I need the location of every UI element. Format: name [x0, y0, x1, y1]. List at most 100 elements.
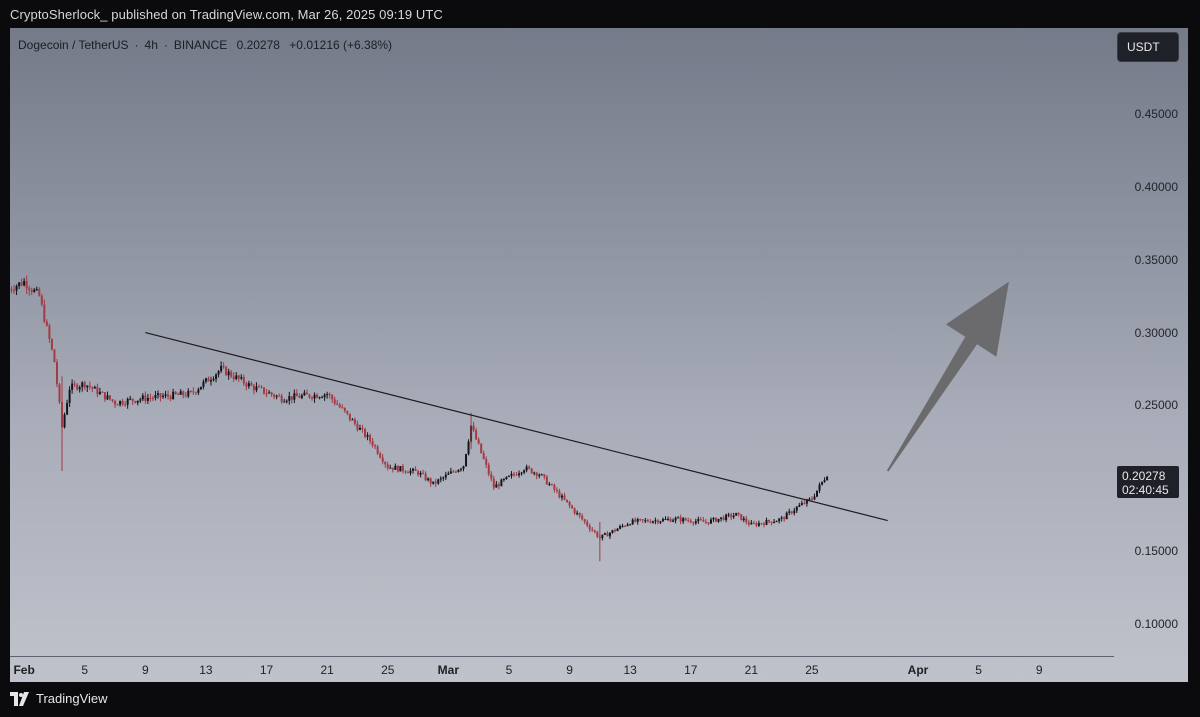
candle-body [300, 395, 303, 398]
tradingview-brand: TradingView [36, 691, 108, 706]
candle-body [298, 396, 301, 398]
candle-body [588, 525, 591, 530]
candle-body [222, 365, 225, 367]
candle-body [520, 472, 523, 474]
candle-body [808, 498, 811, 500]
candle-body [361, 427, 364, 429]
candle-body [187, 390, 190, 397]
candle-body [316, 394, 319, 398]
candle-body [694, 521, 697, 524]
candle-body [720, 517, 723, 519]
candle-body [659, 521, 662, 523]
candle-body [265, 393, 268, 395]
candle-body [220, 365, 223, 372]
current-price-value: 0.20278 [1122, 469, 1166, 483]
candle-body [169, 396, 172, 400]
candle-body [528, 466, 531, 469]
candle-body [63, 414, 66, 428]
interval-label[interactable]: 4h [144, 38, 158, 52]
candle-body [515, 474, 518, 476]
candle-body [404, 471, 407, 473]
time-tick-label: Feb [13, 663, 35, 677]
candle-body [798, 505, 801, 507]
candle-body [235, 375, 238, 379]
candle-body [399, 466, 402, 472]
candle-body [331, 395, 334, 400]
candle-body [626, 524, 629, 526]
footer: TradingView [0, 682, 1200, 717]
candle-body [482, 453, 485, 459]
candle-body [459, 468, 462, 470]
candle-body [672, 520, 675, 522]
candle-body [68, 389, 71, 403]
candle-body [227, 371, 230, 376]
candle-body [98, 391, 101, 395]
candle-body [311, 397, 313, 399]
candle-body [649, 521, 652, 523]
candle-body [661, 519, 664, 522]
candle-body [702, 519, 705, 522]
tradingview-logo[interactable]: TradingView [10, 691, 108, 706]
candle-body [401, 466, 404, 472]
candle-body [576, 512, 579, 514]
candle-body [48, 325, 51, 339]
candle-body [20, 282, 23, 286]
symbol-name[interactable]: Dogecoin / TetherUS [18, 38, 129, 52]
candle-body [636, 519, 639, 522]
price-chart[interactable] [10, 28, 1188, 682]
candle-body [384, 461, 387, 465]
currency-button[interactable]: USDT [1117, 32, 1179, 62]
candle-body [788, 511, 791, 513]
candle-body [593, 530, 596, 533]
candle-body [260, 386, 263, 388]
candle-body [91, 387, 94, 389]
tradingview-logo-icon [10, 691, 29, 706]
candle-body [194, 392, 197, 394]
candle-body [121, 400, 124, 405]
candle-body [480, 443, 483, 454]
candle-body [813, 496, 816, 500]
price-tick-label: 0.10000 [1134, 617, 1178, 631]
last-price: 0.20278 [236, 38, 280, 52]
price-tick-label: 0.30000 [1134, 325, 1178, 340]
trendline [145, 331, 888, 522]
candle-body [45, 321, 48, 326]
chart-pane[interactable]: Dogecoin / TetherUS · 4h · BINANCE 0.20278 +… [10, 28, 1188, 682]
candle-body [457, 469, 460, 473]
candle-body [167, 394, 170, 397]
candle-body [783, 517, 786, 520]
candle-body [687, 520, 690, 522]
candle-body [270, 392, 273, 395]
candle-body [419, 472, 422, 475]
candle-body [518, 473, 521, 476]
candle-body [154, 395, 157, 399]
candle-body [71, 383, 74, 390]
candle-body [432, 481, 435, 484]
time-axis[interactable]: Feb 5 9 13 17 21 25 Mar 5 9 13 17 21 25 Apr 5 9 [10, 656, 1114, 682]
candle-body [273, 394, 276, 397]
candle-body [295, 393, 298, 397]
time-tick-label: 9 [566, 663, 573, 677]
candle-body [631, 519, 634, 525]
candle-body [76, 384, 79, 390]
candle-body [386, 464, 389, 469]
candle-body [323, 394, 326, 398]
candle-body [611, 530, 614, 533]
candle-body [144, 395, 147, 401]
candle-body [409, 470, 412, 473]
candle-body [608, 532, 611, 537]
candle-body [563, 495, 566, 500]
candle-body [606, 533, 609, 537]
candle-body [242, 377, 245, 384]
candle-body [530, 468, 533, 474]
candle-body [614, 530, 616, 532]
candle-body [73, 383, 76, 385]
candle-body [500, 479, 503, 487]
price-tick-label: 0.15000 [1134, 544, 1178, 559]
publish-header: CryptoSherlock_ published on TradingView… [0, 0, 1200, 28]
candle-body [818, 484, 821, 491]
price-tick-label: 0.35000 [1134, 252, 1178, 267]
time-tick-label: 21 [744, 663, 759, 677]
candle-body [523, 470, 526, 473]
candle-body [164, 394, 167, 397]
